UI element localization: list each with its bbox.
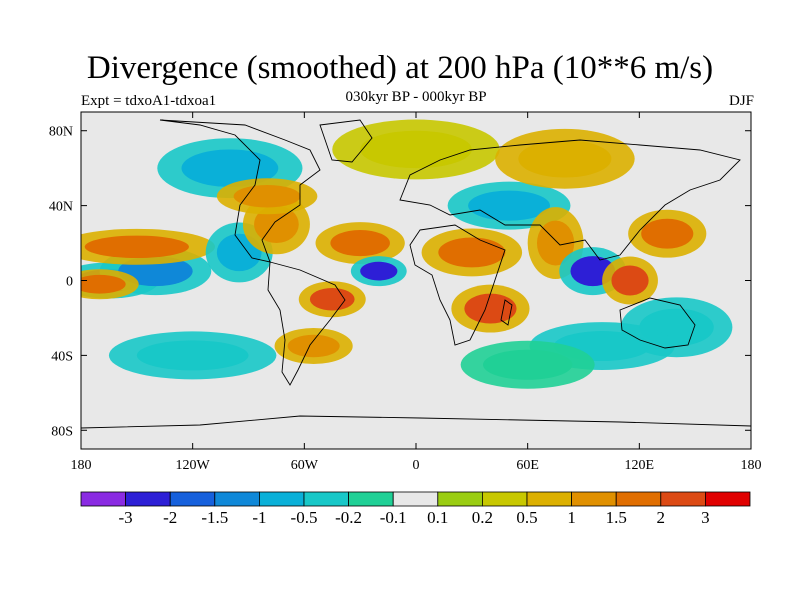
colorbar-swatch (437, 491, 483, 507)
colorbar-swatch (705, 491, 751, 507)
colorbar-swatch (303, 491, 349, 507)
colorbar-label: -2 (163, 508, 177, 527)
colorbar-swatch (526, 491, 572, 507)
colorbar-swatch (615, 491, 662, 507)
lat-tick-label: 80N (49, 125, 73, 140)
lat-tick-label: 40S (51, 349, 73, 364)
anomaly-region (611, 265, 649, 296)
colorbar-label: -0.2 (335, 508, 362, 527)
anomaly-region (360, 130, 472, 169)
colorbar-label: 2 (657, 508, 666, 527)
coastline (159, 119, 321, 263)
colorbar-swatch (481, 491, 528, 507)
lon-tick-label: 120W (176, 458, 211, 473)
anomaly-region (641, 218, 694, 249)
lon-tick-label: 180 (741, 458, 762, 473)
period-label: 030kyr BP - 000kyr BP (345, 89, 487, 105)
colorbar-swatch (660, 491, 706, 507)
season-label: DJF (728, 93, 754, 109)
lon-tick-label: 60W (291, 458, 319, 473)
lat-tick-label: 80S (51, 424, 73, 439)
anomaly-region (483, 349, 573, 380)
lon-tick-label: 180 (71, 458, 92, 473)
coastline (399, 139, 741, 261)
coastline (81, 415, 751, 429)
colorbar-label: 0.5 (516, 508, 537, 527)
colorbar-swatch (80, 491, 126, 507)
colorbar-label: 0.2 (472, 508, 493, 527)
colorbar-label: -1.5 (201, 508, 228, 527)
anomaly-region (136, 340, 249, 371)
lat-tick-label: 0 (66, 275, 73, 290)
anomaly-region (254, 205, 299, 244)
coastline (267, 261, 346, 386)
colorbar-label: -3 (119, 508, 133, 527)
anomaly-region (84, 235, 189, 259)
anomaly-region (468, 190, 550, 221)
anomaly-region (287, 334, 340, 358)
colorbar-label: -1 (252, 508, 266, 527)
anomaly-region (360, 261, 398, 281)
anomaly-region (309, 287, 355, 311)
colorbar-label: 3 (701, 508, 710, 527)
coastline (619, 297, 696, 349)
colorbar-swatch (258, 491, 305, 507)
lon-tick-label: 120E (625, 458, 655, 473)
lon-tick-label: 0 (413, 458, 420, 473)
anomaly-region (81, 274, 126, 294)
figure-title: Divergence (smoothed) at 200 hPa (10**6 … (86, 50, 714, 86)
colorbar-label: 1.5 (606, 508, 627, 527)
lat-tick-label: 40N (49, 200, 73, 215)
coastline (409, 224, 506, 346)
experiment-label: Expt = tdxoA1-tdxoa1 (81, 93, 217, 109)
colorbar-swatch (348, 491, 394, 507)
anomaly-region (464, 293, 517, 324)
colorbar-swatch (125, 491, 171, 507)
lon-tick-label: 60E (516, 458, 539, 473)
colorbar-label: -0.1 (380, 508, 407, 527)
colorbar-label: 0.1 (427, 508, 448, 527)
colorbar-swatch (214, 491, 260, 507)
map-axes: 80N 40N 0 40S 80S 180 120W 60W 0 60E 120E 180 (49, 112, 762, 473)
coastline (319, 119, 373, 163)
anomaly-region (233, 185, 301, 208)
map-field (81, 112, 751, 449)
anomaly-region (438, 237, 506, 268)
anomaly-region (181, 149, 279, 187)
coastlines (81, 119, 751, 429)
colorbar-label: 1 (567, 508, 576, 527)
anomaly-region (330, 229, 390, 257)
colorbar-swatch (169, 491, 216, 507)
colorbar-swatch (571, 491, 617, 507)
colorbar-swatch (392, 491, 439, 507)
coastline (500, 299, 513, 326)
anomaly-region (518, 140, 612, 178)
colorbar-label: -0.5 (291, 508, 318, 527)
colorbar: -3 -2 -1.5 -1 -0.5 -0.2 -0.1 0.1 0.2 0.5 1 1.5 2 3 (80, 491, 751, 527)
